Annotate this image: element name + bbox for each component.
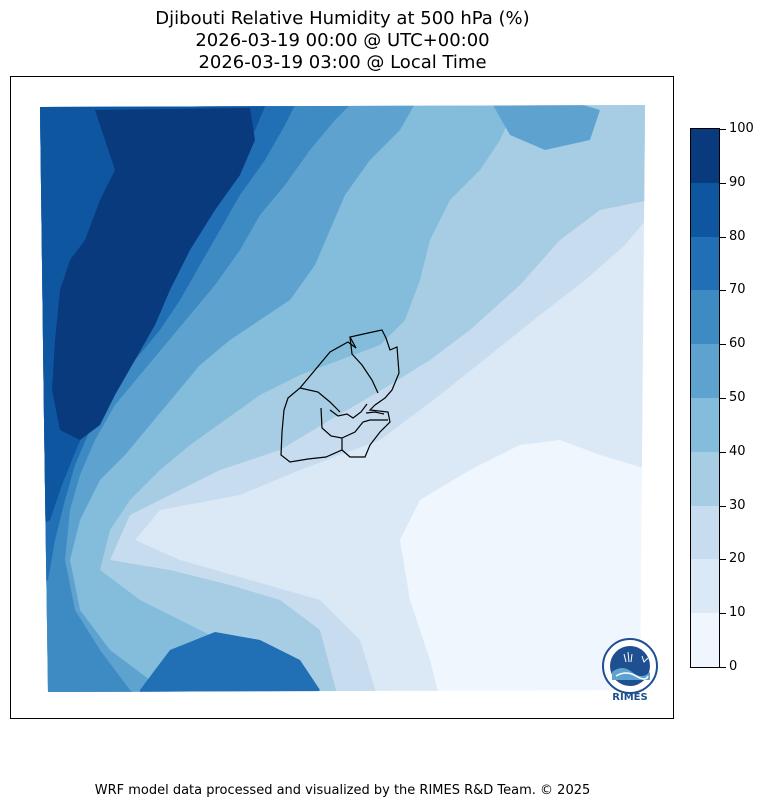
colorbar-tick-label: 30 [729,497,746,513]
colorbar-segment [691,398,719,452]
colorbar-tick [720,613,726,615]
colorbar-tick [720,667,726,668]
map-frame [10,76,674,719]
gulf-of-tadjourah-shore [365,411,385,415]
colorbar-tick-label: 40 [729,443,746,459]
colorbar-tick-label: 20 [729,551,746,567]
region-border-1 [349,336,379,394]
colorbar-tick [720,398,726,399]
colorbar-tick [720,451,726,453]
colorbar-tick-label: 100 [729,121,754,136]
colorbar-tick-label: 0 [729,659,738,674]
colorbar [690,128,720,668]
rimes-logo: RIMES [598,636,662,708]
chart-title: Djibouti Relative Humidity at 500 hPa (%… [155,8,530,29]
rh-70-80-south [140,632,320,692]
region-border-2 [299,387,341,413]
rh-50-60-east-patch [490,105,600,150]
colorbar-segment [691,451,719,506]
colorbar-tick [720,129,726,130]
colorbar-tick [720,182,726,184]
colorbar-segment [691,290,719,345]
colorbar-tick [720,344,726,346]
colorbar-tick-label: 90 [729,174,746,190]
humidity-field [40,105,645,692]
region-border-3 [320,407,343,451]
colorbar-segment [691,129,719,183]
colorbar-tick [720,559,726,561]
local-time: 2026-03-19 03:00 @ Local Time [198,52,487,73]
colorbar-tick [720,505,726,507]
colorbar-segment [691,236,719,291]
colorbar-tick [720,236,726,238]
colorbar-tick [720,290,726,292]
logo-text: RIMES [612,692,648,703]
colorbar-segment [691,559,719,614]
colorbar-segment [691,613,719,667]
colorbar-segment [691,344,719,398]
utc-time: 2026-03-19 00:00 @ UTC+00:00 [195,30,490,51]
rh-90-100 [52,108,255,440]
colorbar-tick-label: 10 [729,605,746,621]
colorbar-segment [691,182,719,237]
colorbar-segment [691,505,719,560]
rimes-emblem-icon [602,638,658,694]
footer-credit: WRF model data processed and visualized … [94,783,591,798]
colorbar-tick-label: 50 [729,390,746,405]
region-border-5 [329,403,368,419]
colorbar-tick-label: 60 [729,336,746,352]
colorbar-tick-label: 80 [729,228,746,244]
region-border-4 [341,419,388,439]
colorbar-tick-label: 70 [729,282,746,298]
djibouti-boundaries [280,329,400,463]
